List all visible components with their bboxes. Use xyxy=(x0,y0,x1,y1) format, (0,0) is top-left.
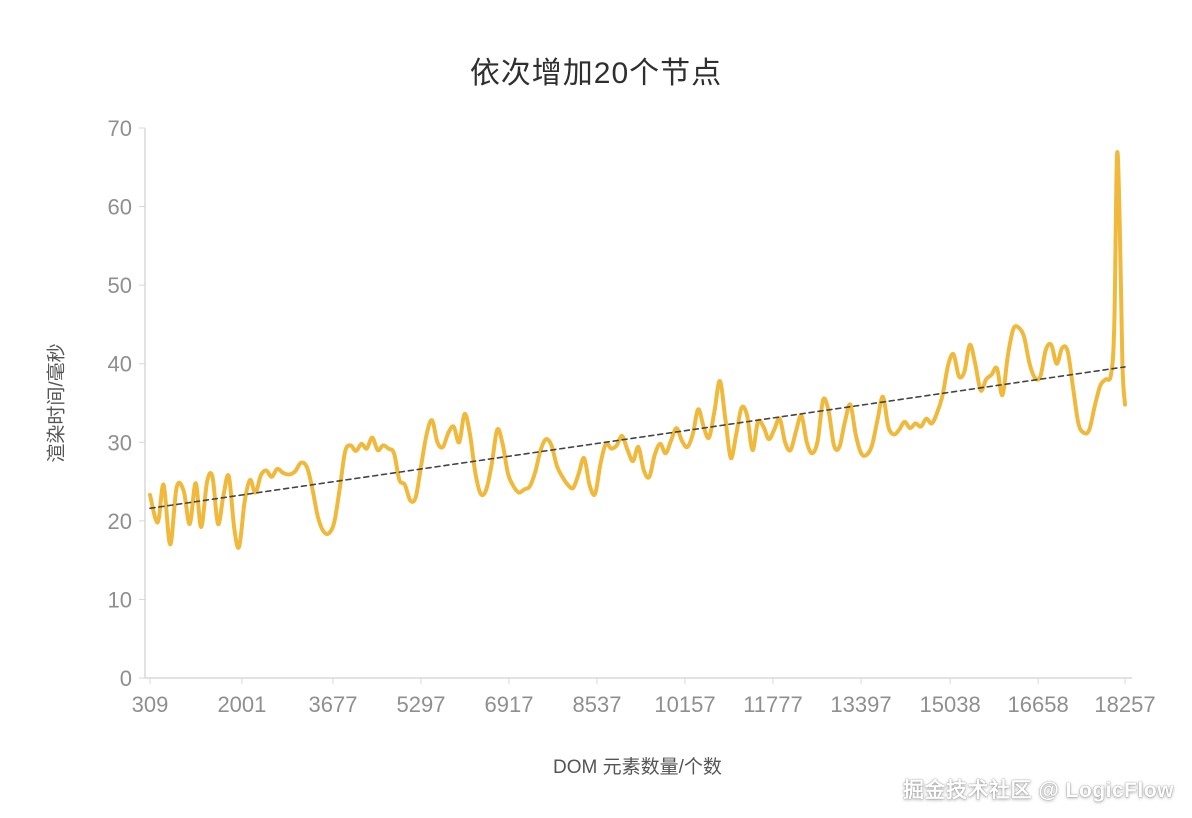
trend-line xyxy=(149,366,1126,510)
x-tick-label: 15038 xyxy=(920,692,981,717)
x-tick-label: 11777 xyxy=(743,692,803,717)
watermark: 掘金技术社区 @ LogicFlow xyxy=(903,779,1174,802)
y-tick-label: 40 xyxy=(108,352,132,377)
y-tick-label: 70 xyxy=(108,116,132,141)
x-tick-label: 18257 xyxy=(1094,692,1155,717)
x-tick-label: 8537 xyxy=(572,692,621,717)
x-tick-label: 13397 xyxy=(830,692,891,717)
y-axis-label: 渲染时间/毫秒 xyxy=(46,343,68,463)
y-tick-label: 30 xyxy=(108,430,132,455)
chart-title: 依次增加20个节点 xyxy=(469,57,723,90)
x-tick-label: 5297 xyxy=(396,692,445,717)
x-tick-label: 10157 xyxy=(654,692,715,717)
y-tick-label: 20 xyxy=(108,509,132,534)
x-tick-label: 6917 xyxy=(484,692,533,717)
y-tick-label: 0 xyxy=(120,666,132,691)
y-tick-label: 60 xyxy=(108,195,132,220)
x-tick-label: 309 xyxy=(132,692,169,717)
x-tick-label: 3677 xyxy=(308,692,357,717)
y-tick-label: 50 xyxy=(108,273,132,298)
data-line xyxy=(148,150,1127,550)
x-tick-label: 2001 xyxy=(217,692,266,717)
x-tick-label: 16658 xyxy=(1008,692,1069,717)
y-tick-label: 10 xyxy=(108,587,132,612)
x-axis-label: DOM 元素数量/个数 xyxy=(553,757,722,778)
